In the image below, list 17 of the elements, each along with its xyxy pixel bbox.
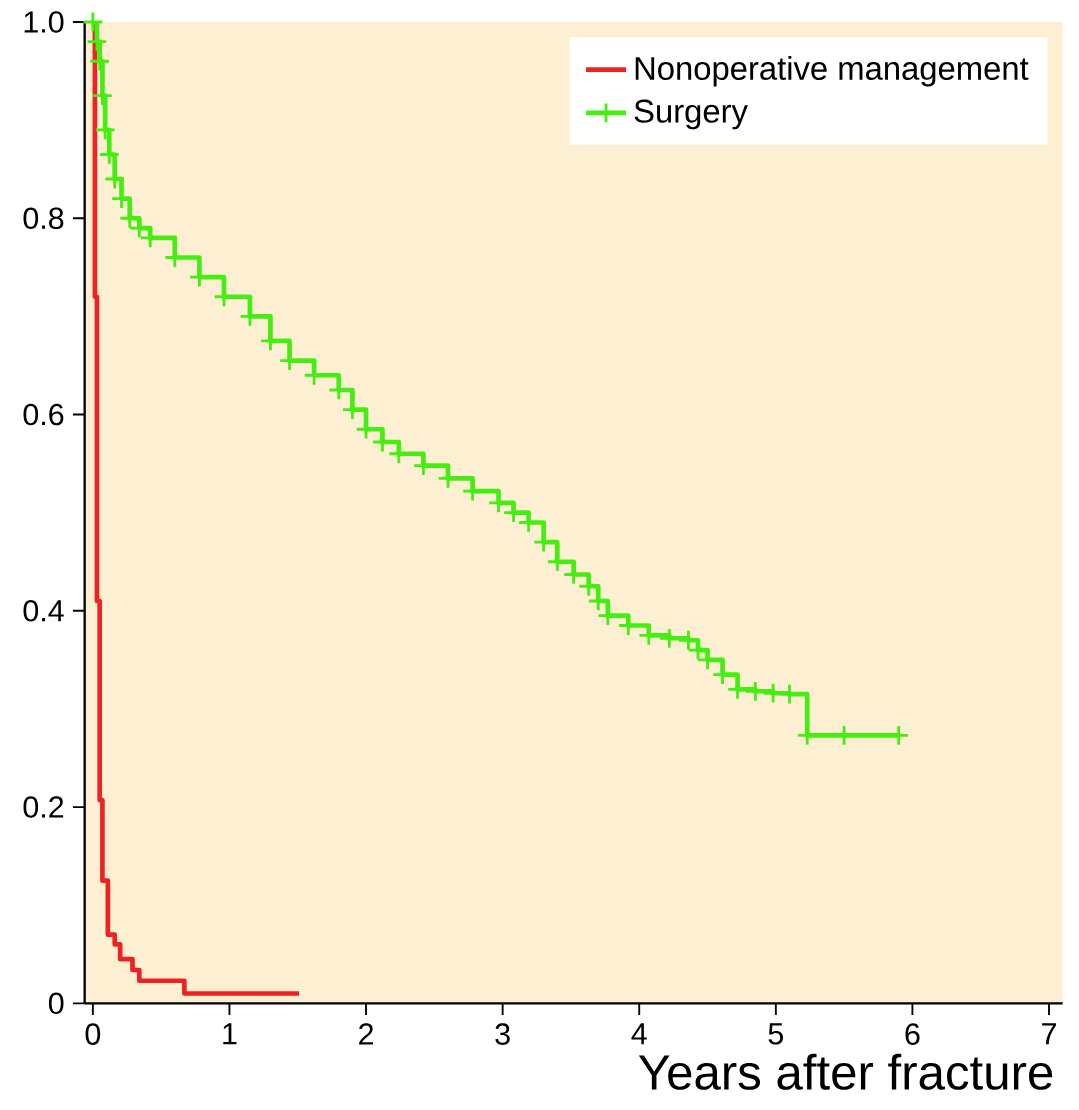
y-tick-label: 0 bbox=[49, 992, 64, 1015]
y-tick-label: 1.0 bbox=[24, 11, 64, 33]
x-tick-label: 3 bbox=[495, 1023, 510, 1045]
x-tick-label: 7 bbox=[1042, 1023, 1057, 1045]
legend-label: Nonoperative management bbox=[635, 55, 1029, 87]
x-tick-label: 2 bbox=[359, 1023, 374, 1045]
x-tick-label: 1 bbox=[223, 1023, 237, 1045]
y-tick-label: 0.8 bbox=[23, 207, 64, 230]
x-tick-label: 4 bbox=[631, 1023, 647, 1045]
x-tick-label: 5 bbox=[768, 1023, 784, 1045]
x-tick-label: 0 bbox=[85, 1023, 101, 1045]
y-tick-label: 0.4 bbox=[23, 600, 64, 622]
y-tick-label: 0.6 bbox=[23, 403, 64, 426]
legend-label: Surgery bbox=[634, 99, 749, 130]
x-axis-title: Years after fracture bbox=[638, 1053, 1053, 1090]
x-tick-label: 6 bbox=[905, 1023, 920, 1045]
y-tick-label: 0.2 bbox=[23, 796, 64, 818]
